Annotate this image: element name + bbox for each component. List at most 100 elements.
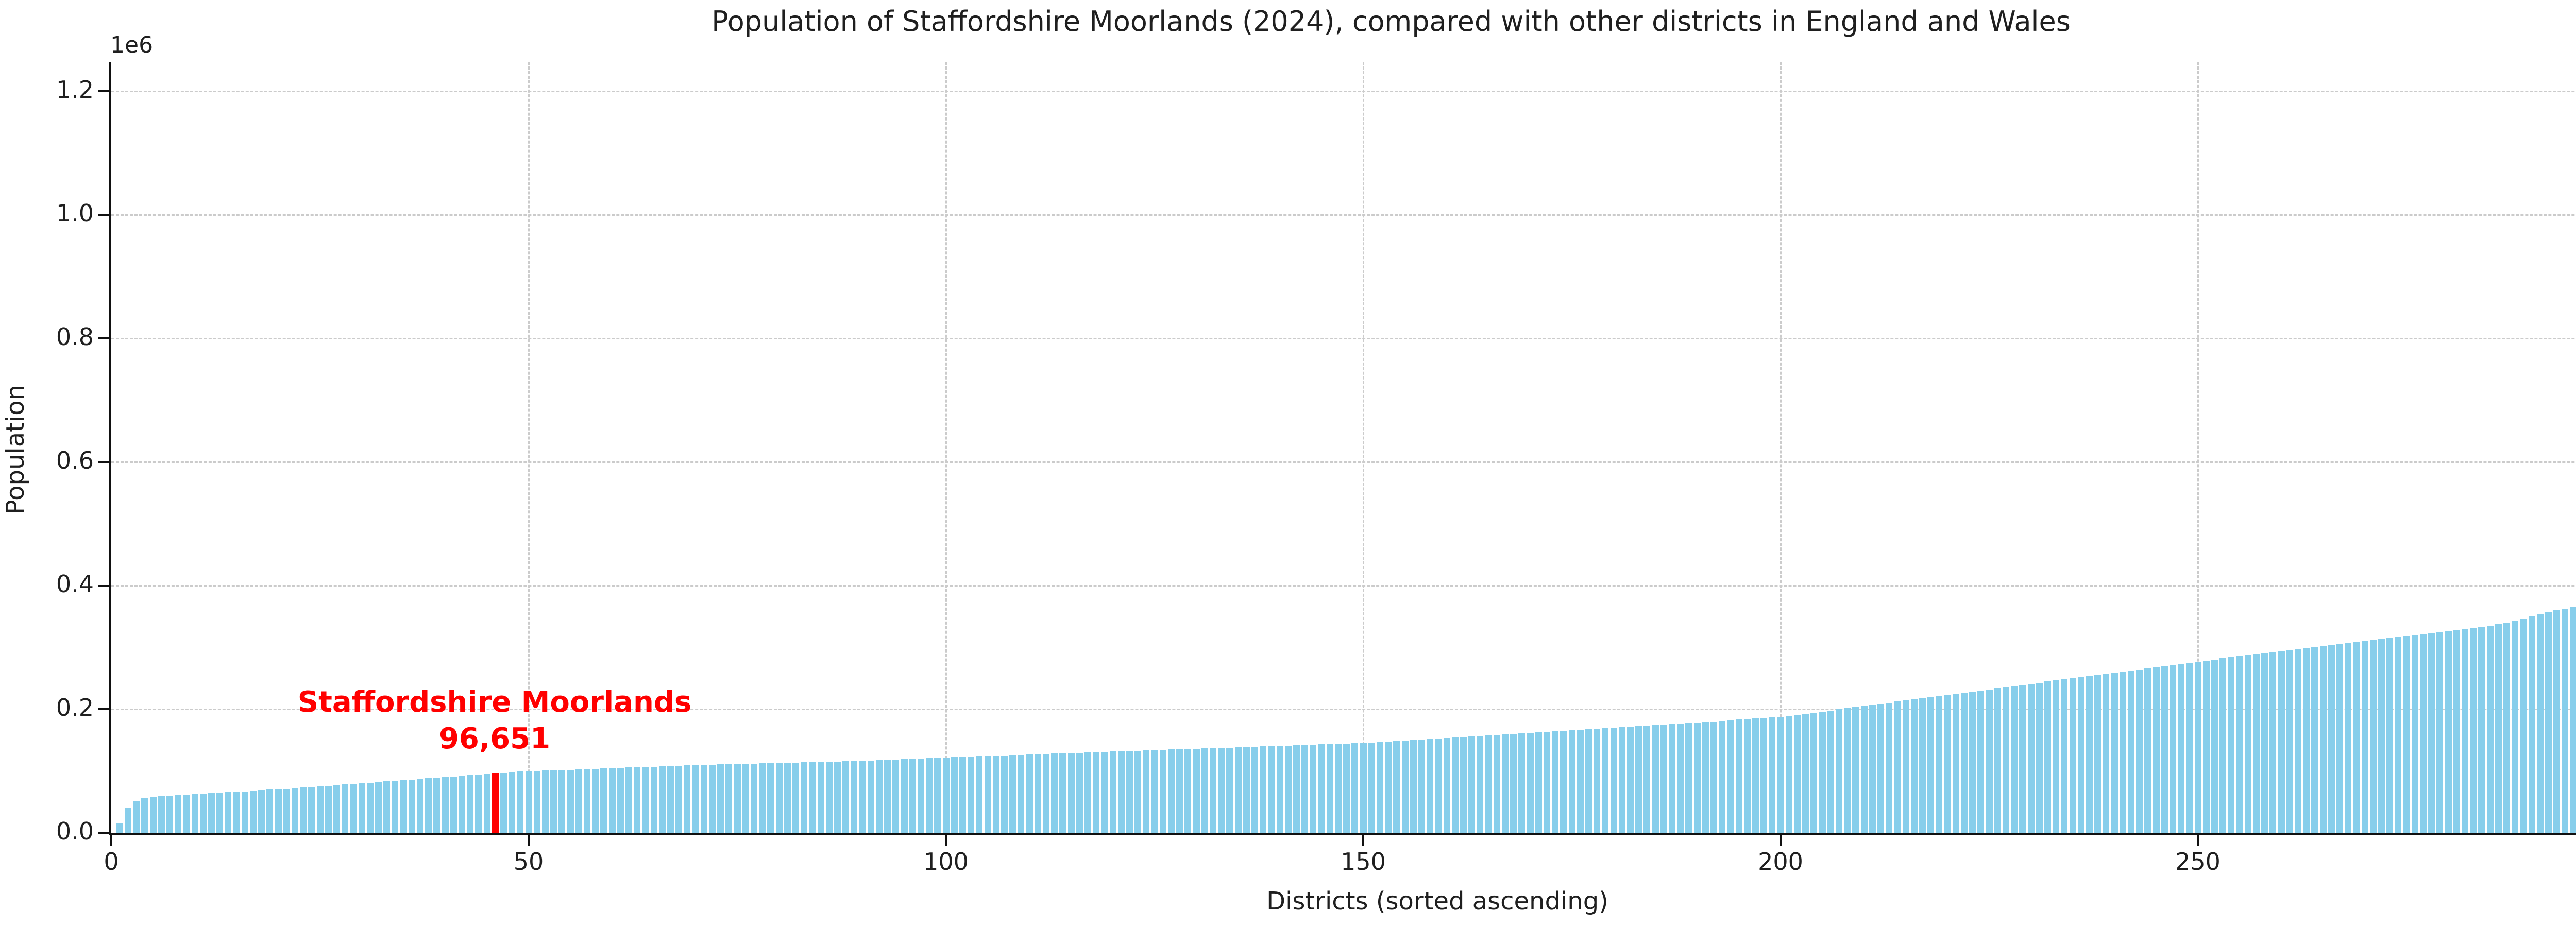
bar-district-72 xyxy=(708,764,716,833)
bar-district-233 xyxy=(2053,680,2060,833)
bar-district-63 xyxy=(634,767,641,833)
bar-district-225 xyxy=(1986,689,1993,833)
bar-district-51 xyxy=(533,771,540,833)
bar-district-27 xyxy=(333,785,340,833)
y-gridline-0.4 xyxy=(111,585,2576,587)
bar-district-169 xyxy=(1518,733,1526,833)
bar-district-159 xyxy=(1435,738,1442,833)
bar-district-218 xyxy=(1927,697,1935,833)
bar-district-172 xyxy=(1543,731,1550,833)
bar-district-214 xyxy=(1894,701,1901,833)
y-tick-label-0.6: 0.6 xyxy=(56,447,94,474)
bar-district-66 xyxy=(658,766,666,833)
bar-district-59 xyxy=(600,768,607,833)
bar-district-248 xyxy=(2178,663,2185,833)
bar-district-130 xyxy=(1193,748,1200,833)
bar-district-119 xyxy=(1101,752,1108,833)
y-gridline-0.8 xyxy=(111,338,2576,339)
bar-district-73 xyxy=(717,764,724,833)
bar-district-244 xyxy=(2144,668,2151,833)
bar-district-16 xyxy=(241,791,248,833)
bar-district-230 xyxy=(2027,683,2035,833)
bar-district-184 xyxy=(1643,726,1651,833)
bar-district-107 xyxy=(1001,755,1008,833)
bar-district-212 xyxy=(1877,703,1884,833)
bar-district-203 xyxy=(1802,714,1809,833)
bar-district-224 xyxy=(1977,690,1985,833)
bar-district-10 xyxy=(191,794,198,833)
bar-district-125 xyxy=(1151,750,1158,833)
bar-district-93 xyxy=(884,760,891,833)
bar-district-226 xyxy=(1994,688,2001,833)
bar-district-272 xyxy=(2378,639,2385,833)
bar-district-211 xyxy=(1869,705,1876,833)
bar-district-81 xyxy=(784,763,791,833)
bar-district-29 xyxy=(350,784,357,833)
bar-highlight-staffordshire-moorlands xyxy=(491,773,499,833)
bar-district-39 xyxy=(433,778,440,833)
x-tick-label-200: 200 xyxy=(1758,848,1803,876)
bar-district-115 xyxy=(1067,753,1075,833)
bar-district-173 xyxy=(1552,731,1559,833)
bar-district-253 xyxy=(2219,658,2227,833)
bar-district-213 xyxy=(1886,702,1893,833)
bar-district-145 xyxy=(1318,744,1325,833)
bar-district-48 xyxy=(509,772,516,833)
bar-district-112 xyxy=(1042,753,1049,833)
bar-district-295 xyxy=(2570,606,2576,833)
bar-district-149 xyxy=(1351,743,1359,833)
bar-district-217 xyxy=(1919,698,1926,833)
bar-district-28 xyxy=(342,784,349,833)
bar-district-256 xyxy=(2244,655,2251,833)
bar-district-288 xyxy=(2512,620,2519,833)
bar-district-238 xyxy=(2094,675,2102,833)
bar-district-255 xyxy=(2236,656,2243,833)
bar-district-13 xyxy=(216,793,224,833)
bar-district-86 xyxy=(825,762,833,833)
bar-district-95 xyxy=(901,759,908,833)
bar-district-148 xyxy=(1343,743,1350,833)
bar-district-41 xyxy=(450,776,457,833)
bar-district-249 xyxy=(2186,662,2193,833)
bar-district-87 xyxy=(834,761,841,833)
bar-district-241 xyxy=(2119,672,2126,833)
y-tick-0.0 xyxy=(98,832,109,834)
bar-district-123 xyxy=(1134,750,1142,833)
bar-district-71 xyxy=(700,765,707,833)
bar-district-270 xyxy=(2361,640,2368,833)
bar-district-216 xyxy=(1910,699,1918,833)
x-tick-label-300: 300 xyxy=(2558,848,2576,876)
bar-district-65 xyxy=(650,766,657,833)
bar-district-185 xyxy=(1652,725,1659,833)
bar-district-67 xyxy=(667,766,674,833)
bar-district-188 xyxy=(1677,724,1684,833)
bar-district-88 xyxy=(842,761,850,833)
bar-district-25 xyxy=(316,786,324,833)
y-tick-0.4 xyxy=(98,585,109,587)
bar-district-38 xyxy=(425,778,432,833)
bar-district-80 xyxy=(775,763,783,833)
bar-district-120 xyxy=(1109,751,1116,833)
bar-district-221 xyxy=(1952,694,1959,833)
x-tick-100 xyxy=(945,835,947,846)
bar-district-278 xyxy=(2428,633,2435,833)
bar-district-137 xyxy=(1251,746,1258,833)
y-gridline-1.2 xyxy=(111,91,2576,92)
bar-district-266 xyxy=(2328,644,2335,833)
bar-district-290 xyxy=(2528,616,2535,833)
bar-district-155 xyxy=(1401,740,1409,833)
bar-district-276 xyxy=(2411,635,2418,833)
bar-district-84 xyxy=(809,762,816,833)
bar-district-274 xyxy=(2395,637,2402,833)
bar-district-18 xyxy=(258,790,265,833)
bar-district-45 xyxy=(483,774,490,833)
bar-district-61 xyxy=(617,768,624,833)
bar-district-74 xyxy=(725,764,733,833)
bar-district-194 xyxy=(1727,720,1734,833)
bar-district-109 xyxy=(1018,754,1025,833)
bar-district-64 xyxy=(642,767,649,833)
bar-district-105 xyxy=(984,756,991,833)
bar-district-282 xyxy=(2461,629,2468,833)
y-axis-offset-text: 1e6 xyxy=(110,32,154,58)
bar-district-104 xyxy=(976,756,983,833)
